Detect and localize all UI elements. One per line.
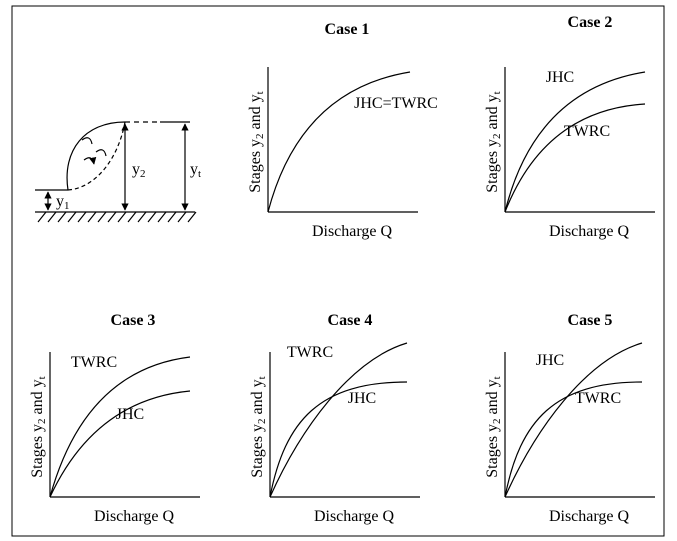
y-label-text: and y [484,94,501,133]
curve [270,382,407,497]
figure: y2 yt y1 Case 1 Discharge Q Stages y2 and … [0,0,677,541]
curve [270,343,407,497]
x-axis-label: Discharge Q [549,508,630,525]
panel: Case 2 Discharge Q Stages y2 and yt JHC TWRC [484,14,655,240]
panel-title: Case 1 [325,21,370,38]
curve [505,72,645,212]
y-axis-label: Stages y2 and yt [249,376,268,477]
panel-title: Case 2 [568,14,613,31]
y-label-text: Stages y [29,424,46,478]
y-label-text: and y [29,379,46,418]
x-axis-label: Discharge Q [314,508,395,525]
panel-title: Case 4 [328,312,373,329]
x-axis-label: Discharge Q [549,223,630,240]
curve-label: TWRC [287,344,333,361]
y-label-sub: t [256,376,268,379]
curve-label: JHC=TWRC [354,95,438,112]
y-label-sub: t [491,91,503,94]
panel-title: Case 3 [111,312,156,329]
y-axis-label: Stages y2 and yt [484,91,503,192]
curve-label: JHC [536,352,564,369]
panel: Case 1 Discharge Q Stages y2 and yt JHC=TWR… [247,21,438,240]
y-axis-label: Stages y2 and yt [484,376,503,477]
x-axis-label: Discharge Q [94,508,175,525]
curve [268,72,410,212]
panel-title: Case 5 [568,312,613,329]
y-label-text: Stages y [247,139,264,193]
curve-label: JHC [116,406,144,423]
eddies [82,138,106,164]
y-label-text: Stages y [484,424,501,478]
panel: Case 3 Discharge Q Stages y2 and yt TWRC JHC [29,312,200,525]
curve-label: JHC [348,390,376,407]
panel: Case 4 Discharge Q Stages y2 and yt TWRC JHC [249,312,420,525]
y-label-text: Stages y [249,424,266,478]
y1-label: y1 [56,193,70,212]
y-label-sub: t [36,376,48,379]
curve [505,382,642,497]
panel: Case 5 Discharge Q Stages y2 and yt JHC TWRC [484,312,655,525]
y-label-text: and y [247,94,264,133]
curve-label: TWRC [71,354,117,371]
yt-label: yt [190,161,201,180]
x-axis-label: Discharge Q [312,223,393,240]
y-label-sub: t [491,376,503,379]
curve [505,343,642,497]
hydraulic-jump-sketch: y2 yt y1 [35,122,201,222]
y-axis-label: Stages y2 and yt [247,91,266,192]
curve [50,357,190,497]
curve-label: JHC [546,69,574,86]
y-label-sub: t [254,91,266,94]
roller-boundary [68,122,125,190]
curve [505,104,645,212]
curve-label: TWRC [575,390,621,407]
y-label-text: and y [249,379,266,418]
y2-label: y2 [132,161,146,180]
hatching [38,212,196,222]
roller-surface [67,122,125,190]
curve-label: TWRC [564,123,610,140]
y-label-text: Stages y [484,139,501,193]
y-axis-label: Stages y2 and yt [29,376,48,477]
y-label-text: and y [484,379,501,418]
